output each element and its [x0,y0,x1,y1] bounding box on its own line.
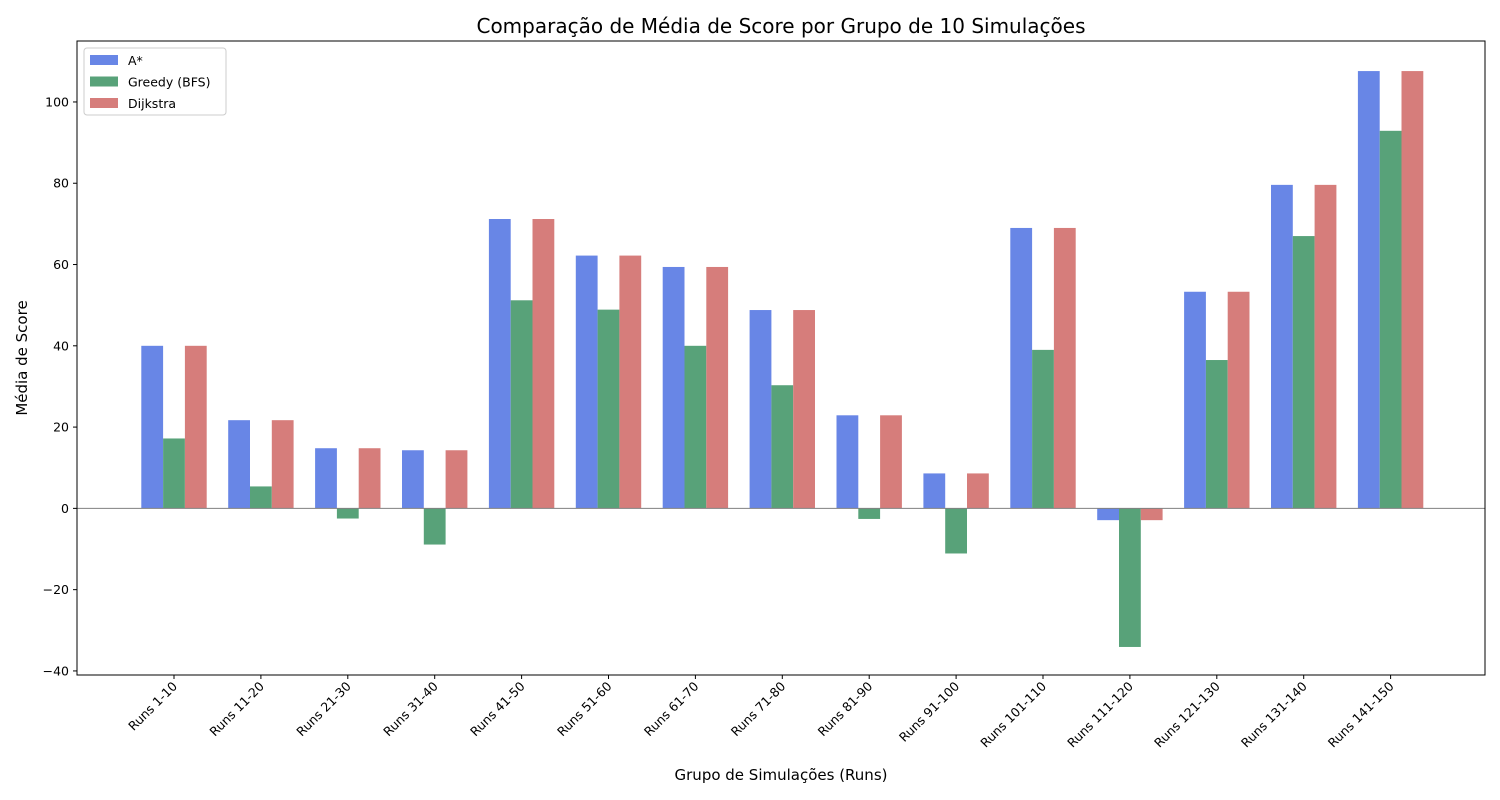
x-tick-label: Runs 41-50 [467,678,528,739]
bar-dijkstra-14 [1314,184,1337,509]
bar-greedy-bfs--11 [1032,349,1054,509]
y-tick-label: −40 [43,663,69,678]
bar-a--5 [488,219,511,509]
bar-dijkstra-7 [706,266,729,509]
bar-dijkstra-2 [271,420,294,509]
x-tick-label: Runs 31-40 [380,678,441,739]
x-tick-label: Runs 91-100 [896,678,962,744]
y-tick-label: 100 [45,94,69,109]
y-tick-label: 80 [53,176,69,191]
plot-frame [76,40,1486,676]
x-tick-label: Runs 21-30 [293,678,354,739]
x-tick-label: Runs 131-140 [1238,678,1310,750]
bar-greedy-bfs--13 [1205,360,1228,509]
legend-entry: A* [128,53,143,68]
bar-dijkstra-6 [619,255,642,509]
legend-swatch [90,98,118,108]
bar-greedy-bfs--2 [250,486,272,509]
x-tick-label: Runs 71-80 [728,678,789,739]
bar-a--2 [228,420,250,509]
x-tick-label: Runs 1-10 [125,678,180,733]
bar-dijkstra-12 [1140,508,1163,521]
bar-a--13 [1184,291,1206,509]
bar-greedy-bfs--7 [684,345,707,509]
legend-swatch [90,55,118,65]
bar-dijkstra-1 [184,345,207,509]
bar-a--7 [662,266,685,509]
y-tick-label: −20 [43,582,69,597]
bar-dijkstra-5 [532,219,555,509]
bar-dijkstra-15 [1401,71,1424,509]
bar-dijkstra-13 [1227,291,1250,509]
bar-greedy-bfs--1 [163,438,185,509]
bar-a--12 [1097,508,1119,521]
chart-title: Comparação de Média de Score por Grupo d… [476,14,1085,38]
bar-dijkstra-9 [880,415,902,509]
bar-a--1 [141,345,164,509]
bar-a--3 [315,448,337,509]
bar-greedy-bfs--4 [423,508,446,545]
y-tick-label: 40 [53,338,69,353]
bar-greedy-bfs--10 [945,508,967,554]
bar-dijkstra-11 [1053,227,1076,509]
x-tick-label: Runs 61-70 [641,678,702,739]
x-tick-label: Runs 11-20 [206,678,267,739]
bar-greedy-bfs--3 [336,508,359,519]
bar-a--6 [575,255,598,509]
legend: A* Greedy (BFS) Dijkstra [83,47,227,116]
x-tick-label: Runs 101-110 [977,678,1049,750]
y-tick-label: 0 [61,501,69,516]
bar-dijkstra-3 [358,448,381,509]
x-tick-label: Runs 81-90 [815,678,876,739]
legend-entry: Dijkstra [128,96,176,111]
bar-a--15 [1357,71,1380,509]
legend-entry: Greedy (BFS) [128,75,210,90]
bars-group [141,71,1424,647]
bar-greedy-bfs--14 [1292,236,1315,509]
bar-greedy-bfs--6 [597,309,620,509]
y-tick-label: 20 [53,420,69,435]
bar-dijkstra-10 [967,473,989,509]
legend-box [83,47,227,116]
y-axis-label: Média de Score [13,300,31,415]
bar-greedy-bfs--12 [1119,508,1141,647]
x-tick-label: Runs 121-130 [1151,678,1223,750]
bar-greedy-bfs--5 [510,300,533,509]
bar-a--11 [1010,227,1033,509]
x-tick-label: Runs 51-60 [554,678,615,739]
x-tick-label: Runs 111-120 [1064,678,1136,750]
bar-greedy-bfs--8 [771,385,794,509]
legend-swatch [90,76,118,87]
bar-dijkstra-4 [445,450,468,509]
bar-greedy-bfs--15 [1379,130,1402,509]
bar-a--9 [836,415,859,509]
bar-a--8 [749,310,772,509]
y-tick-label: 60 [53,257,69,272]
bar-a--10 [923,473,946,509]
bar-a--14 [1271,184,1293,509]
x-tick-label: Runs 141-150 [1325,678,1397,750]
bar-dijkstra-8 [793,310,815,509]
x-axis-label: Grupo de Simulações (Runs) [675,766,888,784]
bar-greedy-bfs--9 [858,508,881,519]
bar-a--4 [402,450,424,509]
